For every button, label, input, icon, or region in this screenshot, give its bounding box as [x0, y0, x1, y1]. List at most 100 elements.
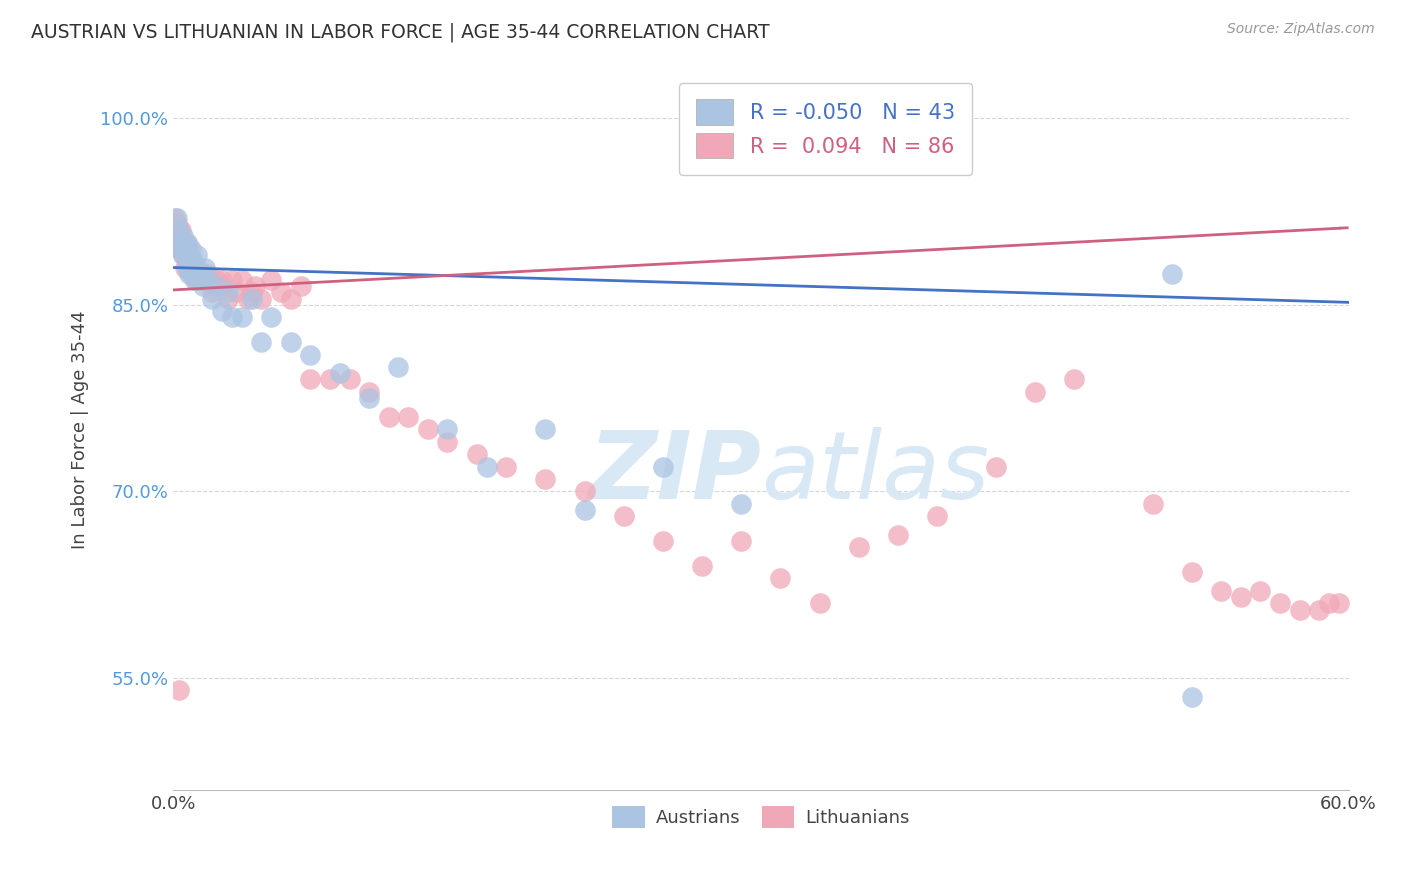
Point: [167, 235, 190, 250]
Point: [186, 260, 208, 275]
Text: ZIP: ZIP: [588, 426, 761, 518]
Y-axis label: In Labor Force | Age 35-44: In Labor Force | Age 35-44: [72, 310, 89, 549]
Point: [205, 273, 228, 287]
Point: [225, 285, 247, 300]
Point: [170, 223, 193, 237]
Point: [465, 447, 488, 461]
Point: [1249, 583, 1271, 598]
Point: [299, 372, 322, 386]
Point: [1063, 372, 1085, 386]
Point: [1211, 583, 1233, 598]
Point: [181, 267, 204, 281]
Point: [181, 254, 204, 268]
Point: [181, 254, 204, 268]
Point: [205, 279, 228, 293]
Point: [166, 211, 188, 225]
Point: [176, 235, 198, 250]
Point: [495, 459, 517, 474]
Point: [984, 459, 1007, 474]
Point: [170, 229, 193, 244]
Point: [436, 434, 458, 449]
Point: [217, 285, 239, 300]
Point: [574, 484, 596, 499]
Point: [184, 273, 207, 287]
Point: [436, 422, 458, 436]
Text: atlas: atlas: [761, 427, 990, 518]
Point: [1024, 384, 1046, 399]
Point: [180, 267, 202, 281]
Point: [1268, 596, 1291, 610]
Point: [211, 279, 233, 293]
Point: [177, 254, 200, 268]
Point: [176, 254, 198, 268]
Point: [167, 223, 190, 237]
Point: [280, 335, 302, 350]
Point: [177, 254, 200, 268]
Point: [730, 497, 752, 511]
Point: [174, 260, 197, 275]
Point: [180, 260, 202, 275]
Point: [290, 279, 312, 293]
Point: [186, 248, 208, 262]
Point: [339, 372, 361, 386]
Point: [177, 260, 200, 275]
Point: [181, 267, 204, 281]
Point: [187, 273, 209, 287]
Point: [359, 384, 381, 399]
Point: [221, 310, 243, 325]
Point: [769, 572, 792, 586]
Point: [174, 242, 197, 256]
Text: Source: ZipAtlas.com: Source: ZipAtlas.com: [1227, 22, 1375, 37]
Point: [193, 260, 215, 275]
Point: [240, 285, 263, 300]
Legend: Austrians, Lithuanians: Austrians, Lithuanians: [605, 798, 917, 835]
Point: [167, 223, 190, 237]
Point: [190, 267, 212, 281]
Point: [260, 273, 283, 287]
Point: [170, 242, 193, 256]
Point: [211, 273, 233, 287]
Point: [172, 229, 194, 244]
Point: [201, 285, 224, 300]
Point: [186, 267, 208, 281]
Point: [172, 248, 194, 262]
Point: [231, 310, 253, 325]
Point: [260, 310, 283, 325]
Point: [176, 235, 198, 250]
Point: [240, 292, 263, 306]
Point: [319, 372, 342, 386]
Point: [270, 285, 292, 300]
Point: [574, 503, 596, 517]
Point: [416, 422, 439, 436]
Point: [231, 273, 253, 287]
Point: [172, 242, 194, 256]
Point: [387, 359, 409, 374]
Point: [197, 267, 219, 281]
Point: [1181, 690, 1204, 704]
Point: [172, 248, 194, 262]
Point: [280, 292, 302, 306]
Point: [181, 260, 204, 275]
Point: [613, 509, 636, 524]
Point: [174, 248, 197, 262]
Point: [193, 273, 215, 287]
Point: [396, 409, 419, 424]
Point: [848, 541, 870, 555]
Point: [652, 459, 675, 474]
Point: [166, 217, 188, 231]
Point: [1161, 267, 1184, 281]
Point: [329, 366, 352, 380]
Point: [250, 335, 273, 350]
Point: [1230, 590, 1253, 604]
Point: [184, 273, 207, 287]
Point: [170, 242, 193, 256]
Point: [475, 459, 498, 474]
Point: [887, 528, 910, 542]
Point: [165, 211, 187, 225]
Point: [808, 596, 831, 610]
Point: [1308, 602, 1330, 616]
Point: [177, 248, 200, 262]
Point: [236, 292, 259, 306]
Point: [1142, 497, 1164, 511]
Point: [166, 229, 188, 244]
